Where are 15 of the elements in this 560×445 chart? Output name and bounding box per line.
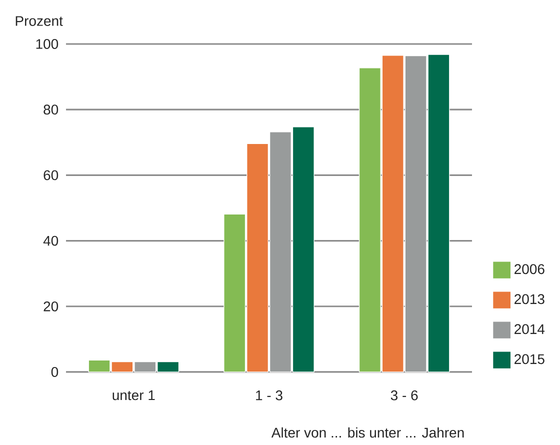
legend-label: 2014 [514,324,545,334]
x-tick-label: 1 - 3 [256,390,282,400]
y-tick-label: 0 [51,367,58,377]
x-axis-title: Alter von ... bis unter ... Jahren [271,427,464,438]
y-tick-label: 60 [44,170,58,180]
x-tick-label: 3 - 6 [390,390,418,400]
legend-label: 2006 [514,264,544,274]
legend-label: 2013 [514,294,544,304]
y-tick-label: 40 [43,236,58,246]
y-tick-label: 20 [44,301,58,312]
y-tick-label: 100 [36,39,58,49]
y-tick-label: 80 [44,104,58,115]
legend-label: 2015 [514,354,544,364]
y-axis-title: Prozent [16,16,63,26]
x-tick-label: unter 1 [112,390,155,400]
